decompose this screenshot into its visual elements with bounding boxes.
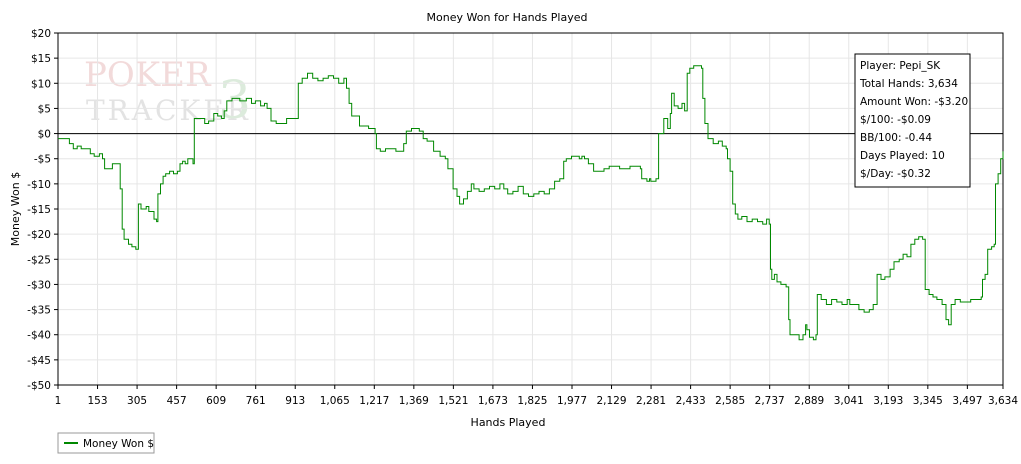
x-tick-label: 457 (167, 395, 187, 407)
y-tick-label: -$20 (27, 229, 51, 241)
x-tick-label: 3,041 (834, 395, 864, 407)
x-tick-label: 3,634 (988, 395, 1018, 407)
y-tick-label: -$15 (27, 204, 51, 216)
watermark-tracker: TRACKER (86, 94, 251, 127)
stats-box-frame (854, 53, 971, 188)
y-tick-label: $10 (31, 78, 51, 90)
y-axis-label: Money Won $ (9, 172, 22, 246)
x-tick-label: 609 (206, 395, 226, 407)
y-tick-label: -$5 (34, 154, 51, 166)
x-tick-label: 761 (246, 395, 266, 407)
x-tick-label: 2,585 (715, 395, 745, 407)
stat-total-hands: Total Hands: 3,634 (859, 78, 958, 90)
legend-frame (57, 432, 155, 454)
y-tick-label: $15 (31, 53, 51, 65)
y-tick-label: -$25 (27, 254, 51, 266)
stat-amount-won: Amount Won: -$3.20 (860, 96, 968, 108)
x-axis-label: Hands Played (471, 416, 546, 429)
stat-per-100: $/100: -$0.09 (860, 114, 931, 126)
chart-title: Money Won for Hands Played (427, 11, 588, 24)
x-tick-label: 3,345 (913, 395, 943, 407)
x-tick-label: 1,673 (478, 395, 508, 407)
y-tick-label: $5 (38, 103, 51, 115)
series-line-money-won (58, 65, 1004, 341)
watermark: POKER TRACKER 3 (84, 55, 251, 131)
x-tick-label: 1,825 (517, 395, 547, 407)
x-tick-label: 1,521 (438, 395, 468, 407)
x-tick-label: 913 (285, 395, 305, 407)
y-tick-label: $20 (31, 28, 51, 40)
stat-player: Player: Pepi_SK (860, 60, 941, 72)
y-tick-label: -$45 (27, 355, 51, 367)
x-tick-label: 2,433 (676, 395, 706, 407)
legend-label: Money Won $ (83, 438, 154, 450)
y-axis: $20 $15 $10 $5 $0 -$5 -$10 -$15 -$20 -$25 -$30 -$35… (27, 28, 58, 392)
stats-box: Player: Pepi_SK Total Hands: 3,634 Amoun… (854, 53, 971, 188)
y-tick-label: $0 (38, 129, 51, 141)
y-tick-label: -$10 (27, 179, 51, 191)
x-tick-label: 1,217 (359, 395, 389, 407)
y-tick-label: -$50 (27, 380, 51, 392)
x-tick-label: 305 (127, 395, 147, 407)
x-axis: 1 153 305 457 609 761 913 1,065 1,217 1,369 1,521 1… (55, 385, 1018, 407)
y-tick-label: -$40 (27, 330, 51, 342)
x-tick-label: 2,281 (636, 395, 666, 407)
watermark-poker: POKER (84, 55, 212, 95)
stat-bb-per-100: BB/100: -0.44 (860, 132, 932, 144)
stat-per-day: $/Day: -$0.32 (860, 168, 931, 180)
x-tick-label: 1,369 (399, 395, 429, 407)
y-tick-label: -$30 (27, 279, 51, 291)
x-tick-label: 1,977 (557, 395, 587, 407)
x-tick-label: 1,065 (320, 395, 350, 407)
x-tick-label: 3,497 (952, 395, 982, 407)
x-tick-label: 1 (55, 395, 62, 407)
y-tick-label: -$35 (27, 305, 51, 317)
x-tick-label: 3,193 (873, 395, 903, 407)
x-tick-label: 2,737 (755, 395, 785, 407)
stat-days-played: Days Played: 10 (860, 150, 945, 162)
x-tick-label: 153 (88, 395, 108, 407)
legend: Money Won $ (57, 432, 155, 454)
x-tick-label: 2,129 (596, 395, 626, 407)
x-tick-label: 2,889 (794, 395, 824, 407)
